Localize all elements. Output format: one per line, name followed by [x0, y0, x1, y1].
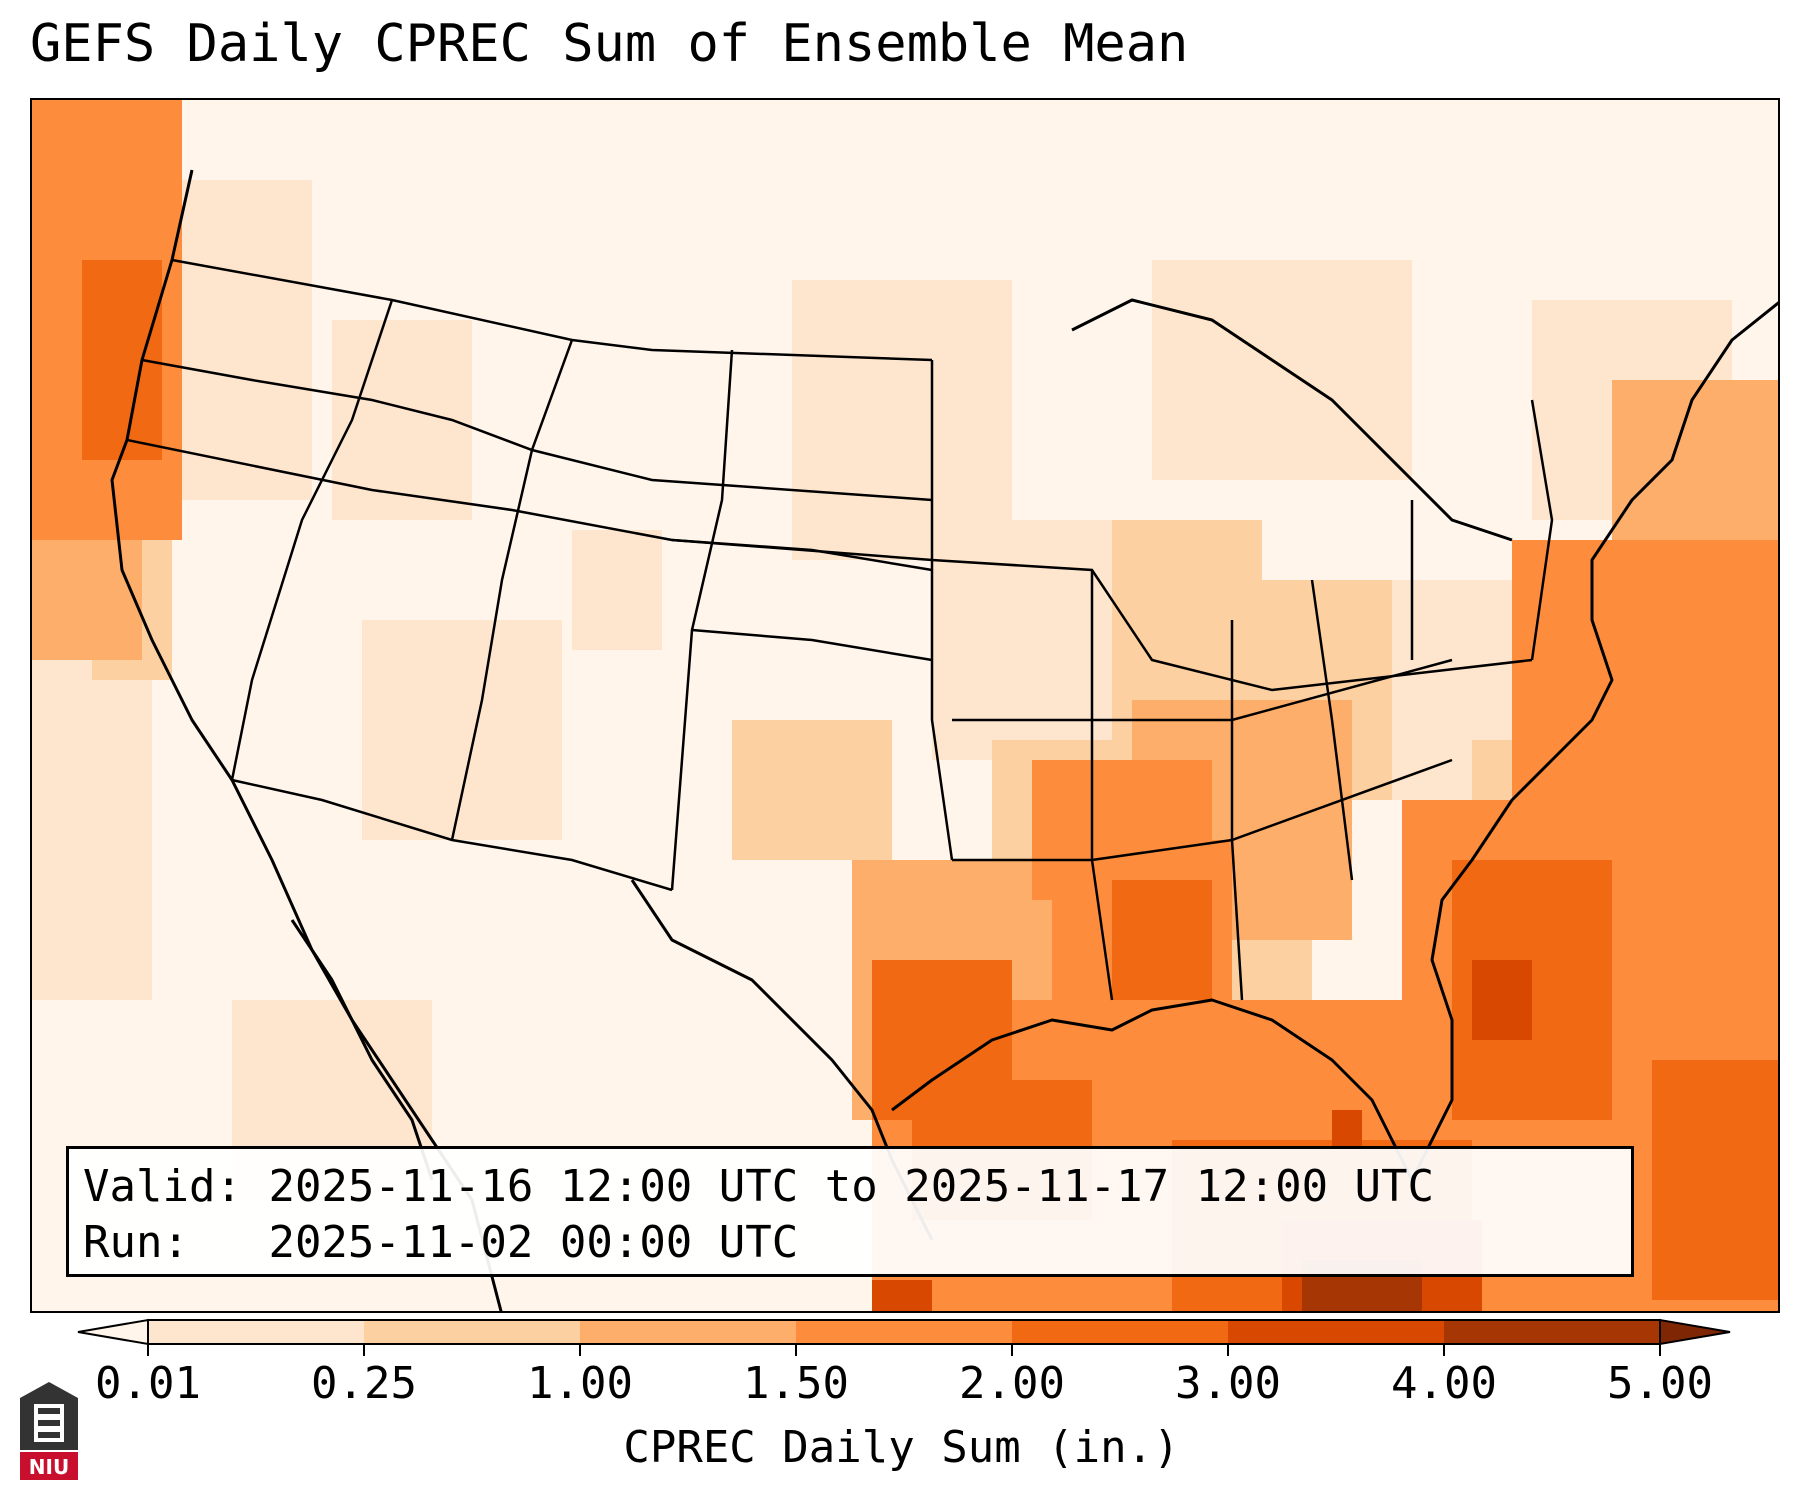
colorbar-segment: [364, 1320, 581, 1344]
colorbar-segment: [148, 1320, 365, 1344]
niu-logo: NIU: [20, 1382, 78, 1480]
colorbar-tick-label: 0.25: [311, 1358, 417, 1409]
validity-info-box: Valid: 2025-11-16 12:00 UTC to 2025-11-1…: [66, 1146, 1634, 1277]
colorbar-tick-label: 0.01: [95, 1358, 201, 1409]
colorbar-tick-label: 2.00: [959, 1358, 1065, 1409]
state-borders: [126, 258, 1554, 1001]
map-canvas: [32, 100, 1778, 1311]
colorbar-extend-low: [77, 1318, 149, 1346]
valid-time: 2025-11-16 12:00 UTC to 2025-11-17 12:00…: [268, 1161, 1435, 1212]
colorbar-tick-label: 4.00: [1391, 1358, 1497, 1409]
colorbar-label: CPREC Daily Sum (in.): [623, 1422, 1180, 1473]
colorbar-tick-label: 3.00: [1175, 1358, 1281, 1409]
colorbar-tick-label: 5.00: [1607, 1358, 1713, 1409]
map-title: GEFS Daily CPREC Sum of Ensemble Mean: [30, 14, 1189, 74]
valid-label: Valid:: [83, 1161, 242, 1212]
colorbar: [77, 1318, 1731, 1356]
logo-text: NIU: [29, 1455, 69, 1479]
run-label: Run:: [83, 1217, 189, 1268]
colorbar-segments: [77, 1318, 1731, 1346]
colorbar-segment: [796, 1320, 1013, 1344]
colorbar-tick-labels: 0.01 0.25 1.00 1.50 2.00 3.00 4.00 5.00: [0, 1358, 1803, 1409]
colorbar-tick-label: 1.00: [527, 1358, 633, 1409]
colorbar-segment: [1012, 1320, 1229, 1344]
colorbar-extend-high: [1659, 1318, 1731, 1346]
colorbar-segment: [1444, 1320, 1661, 1344]
run-time: 2025-11-02 00:00 UTC: [268, 1217, 799, 1268]
colorbar-segment: [580, 1320, 797, 1344]
colorbar-tick-label: 1.50: [743, 1358, 849, 1409]
precipitation-map: [30, 98, 1780, 1313]
colorbar-segment: [1228, 1320, 1445, 1344]
colorbar-ticks: [147, 1344, 1661, 1356]
